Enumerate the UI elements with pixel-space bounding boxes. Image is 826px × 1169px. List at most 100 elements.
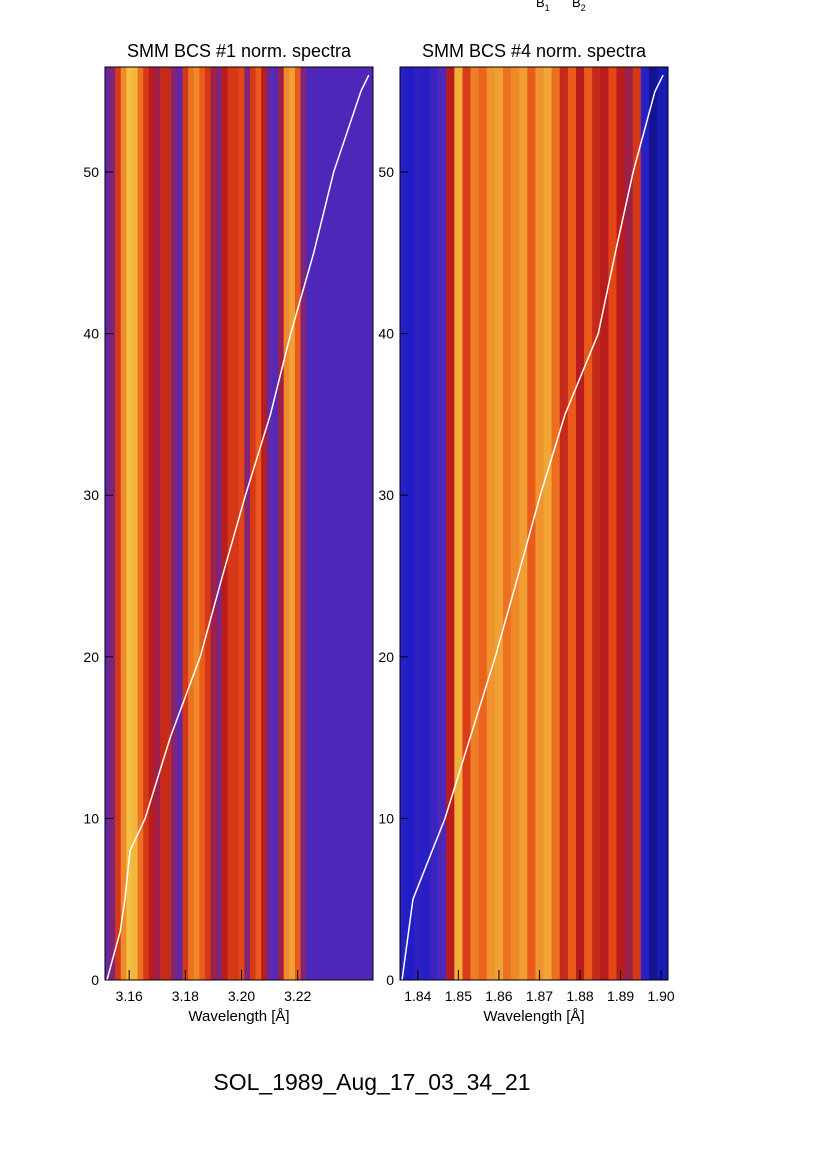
heatmap-cell <box>345 67 352 980</box>
heatmap-cell <box>193 67 200 980</box>
top-label: B2 <box>572 0 586 13</box>
heatmap-cell <box>527 67 536 980</box>
heatmap-cell <box>126 67 133 980</box>
y-tick-label: 0 <box>386 972 394 988</box>
heatmap-cell <box>494 67 504 980</box>
heatmap-cell <box>272 67 279 980</box>
heatmap-cell <box>261 67 268 980</box>
heatmap-cell <box>216 67 223 980</box>
heatmap-cell <box>600 67 609 980</box>
heatmap-cell <box>519 67 528 980</box>
y-tick-label: 10 <box>83 810 99 826</box>
heatmap-cell <box>632 67 642 980</box>
plot-frame <box>399 66 669 981</box>
heatmap-cell <box>137 67 144 980</box>
y-tick-label: 30 <box>83 487 99 503</box>
chart-title: SMM BCS #1 norm. spectra <box>127 41 352 61</box>
heatmap-cell <box>188 67 195 980</box>
heatmap-cell <box>624 67 634 980</box>
heatmap-cell <box>502 67 512 980</box>
heatmap-cell <box>199 67 206 980</box>
y-tick-label: 40 <box>83 326 99 342</box>
x-tick-label: 1.89 <box>607 988 634 1004</box>
y-tick-label: 40 <box>378 326 394 342</box>
plot-area <box>105 67 373 980</box>
heatmap-cell <box>362 67 369 980</box>
heatmap-cell <box>657 67 668 980</box>
x-tick-label: 3.22 <box>284 988 311 1004</box>
chart-title: SMM BCS #4 norm. spectra <box>422 41 647 61</box>
heatmap-cell <box>283 67 290 980</box>
heatmap-cell <box>227 67 234 980</box>
heatmap-cell <box>462 67 472 980</box>
y-tick-label: 20 <box>83 649 99 665</box>
top-label-sub: 1 <box>545 3 550 13</box>
plot-frame <box>104 66 374 981</box>
line <box>401 74 664 980</box>
heatmap-cell <box>278 67 285 980</box>
top-label-base: B <box>536 0 545 10</box>
heatmap-cell <box>238 67 245 980</box>
heatmap-cell <box>413 67 423 980</box>
footer: SOL_1989_Aug_17_03_34_21 <box>213 1069 530 1095</box>
heatmap-cell <box>115 67 122 980</box>
heatmap-cell <box>470 67 480 980</box>
heatmap-cell <box>109 67 116 980</box>
heatmap-cell <box>543 67 553 980</box>
line <box>106 74 370 980</box>
top-label-base: B <box>572 0 581 10</box>
heatmap-cell <box>616 67 626 980</box>
heatmap-cell <box>640 67 650 980</box>
y-tick-label: 50 <box>83 164 99 180</box>
heatmap-cell <box>334 67 341 980</box>
heatmap-cell <box>154 67 161 980</box>
heatmap-cell <box>584 67 593 980</box>
heatmap-cell <box>131 67 139 980</box>
heatmap-cell <box>535 67 545 980</box>
heatmap-cell <box>160 67 167 980</box>
heatmap-cell <box>328 67 335 980</box>
heatmap-cell <box>249 67 257 980</box>
heatmap-cell <box>176 67 184 980</box>
heatmap-cell <box>405 67 415 980</box>
heatmap-cell <box>148 67 155 980</box>
heatmap-cell <box>105 67 110 980</box>
heatmap-cell <box>294 67 302 980</box>
heatmap-cell <box>356 67 363 980</box>
x-tick-label: 3.16 <box>116 988 143 1004</box>
heatmap-cell <box>608 67 618 980</box>
y-tick-label: 50 <box>378 164 394 180</box>
x-axis-label: Wavelength [Å] <box>483 1008 584 1025</box>
heatmap-cell <box>322 67 330 980</box>
x-tick-label: 1.87 <box>526 988 553 1004</box>
x-tick-label: 1.88 <box>566 988 593 1004</box>
heatmap-cell <box>339 67 346 980</box>
heatmap-cell <box>400 67 407 980</box>
heatmap-cell <box>367 67 373 980</box>
x-tick-label: 1.85 <box>445 988 472 1004</box>
heatmap-cell <box>592 67 601 980</box>
heatmap-cell <box>446 67 455 980</box>
heatmap-cell <box>210 67 217 980</box>
heatmap-cell <box>120 67 127 980</box>
heatmap-cell <box>478 67 488 980</box>
heatmap-cell <box>421 67 431 980</box>
y-tick-label: 30 <box>378 487 394 503</box>
heatmap-cell <box>430 67 439 980</box>
heatmap-cell <box>205 67 212 980</box>
heatmap-cell <box>351 67 358 980</box>
x-tick-label: 1.90 <box>647 988 674 1004</box>
heatmap-cell <box>648 67 658 980</box>
heatmap-cell <box>171 67 178 980</box>
plot-area <box>400 67 668 980</box>
heatmap-cell <box>551 67 561 980</box>
heatmap-cell <box>559 67 569 980</box>
x-tick-label: 3.18 <box>172 988 199 1004</box>
heatmap-cell <box>255 67 262 980</box>
heatmap-cell <box>317 67 324 980</box>
heatmap-cell <box>165 67 172 980</box>
heatmap-cell <box>289 67 296 980</box>
heatmap-cell <box>221 67 228 980</box>
x-tick-label: 1.86 <box>485 988 512 1004</box>
heatmap-cell <box>511 67 520 980</box>
